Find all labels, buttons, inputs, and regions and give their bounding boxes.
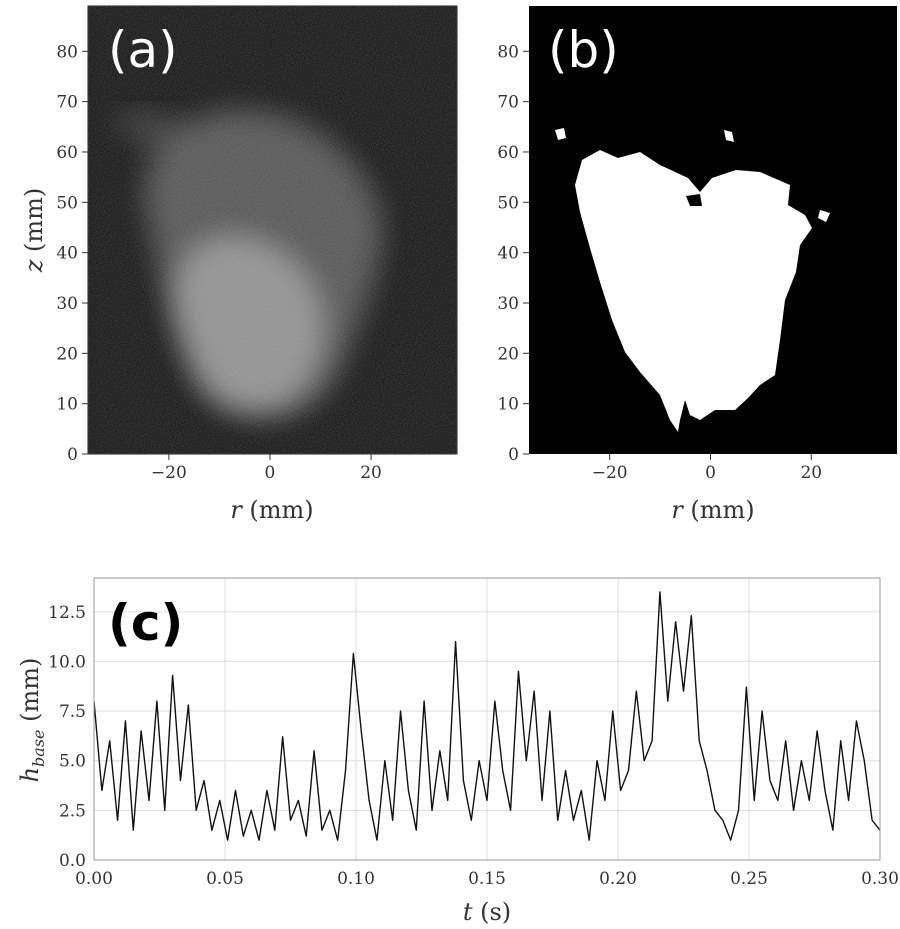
x-tick-label: 0.00 [75,869,113,889]
panel-b-xlabel-var: r [671,496,684,524]
panel-c-xlabel-var: t [463,898,473,926]
panel-b-label: (b) [548,21,619,79]
panel-a-label: (a) [108,21,178,79]
panel-a-xlabel-unit: (mm) [242,496,314,524]
y-tick-label: 30 [497,294,519,314]
mask-fragment-left [555,128,566,140]
image-grain [88,6,457,454]
mask-fragment-top [724,130,734,142]
panel-a-ylabel-unit: (mm) [20,188,48,260]
y-tick-label: 0 [508,445,519,465]
y-tick-label: 10 [56,395,78,415]
y-tick-label: 10.0 [48,652,86,672]
mask-fragment-right [818,210,830,222]
x-tick-label: 0 [705,463,716,483]
y-tick-label: 80 [56,42,78,62]
panel-c-xlabel-unit: (s) [472,898,511,926]
panel-a-xlabel-var: r [230,496,243,524]
y-tick-label: 60 [56,143,78,163]
y-tick-label: 2.5 [59,801,86,821]
y-tick-label: 50 [56,193,78,213]
y-tick-label: 5.0 [59,752,86,772]
panel-a-axes: −20 0 20 0 10 20 30 40 50 60 70 80 [56,42,382,483]
panel-a-xlabel: r (mm) [230,496,313,524]
x-tick-label: −20 [151,463,187,483]
y-tick-label: 30 [56,294,78,314]
x-tick-label: −20 [592,463,628,483]
y-tick-label: 60 [497,143,519,163]
panel-b: −20 0 20 0 10 20 30 40 50 60 70 80 (b) r (mm) [497,6,897,524]
y-tick-label: 80 [497,42,519,62]
panel-a-ylabel: z (mm) [20,188,48,274]
x-tick-label: 20 [800,463,822,483]
y-tick-label: 70 [497,93,519,113]
panel-c-ylabel-var: h [16,767,44,782]
x-tick-label: 0.20 [599,869,637,889]
panel-c-label: (c) [108,594,183,652]
panel-c-ylabel: hbase (mm) [16,658,48,783]
panel-c-axes: 0.00 0.05 0.10 0.15 0.20 0.25 0.30 0.0 2.5 5.0 7.5… [48,603,899,889]
y-tick-label: 12.5 [48,603,86,623]
panel-c-xlabel: t (s) [463,898,511,926]
y-tick-label: 0.0 [59,851,86,871]
hbase-series-line [94,591,880,841]
panel-b-xlabel: r (mm) [671,496,754,524]
y-tick-label: 7.5 [59,702,86,722]
panel-c: 0.00 0.05 0.10 0.15 0.20 0.25 0.30 0.0 2.5 5.0 7.5… [16,577,899,926]
panel-c-ylabel-unit: (mm) [16,658,44,730]
x-tick-label: 20 [360,463,382,483]
y-tick-label: 70 [56,93,78,113]
y-tick-label: 20 [56,344,78,364]
y-tick-label: 0 [67,445,78,465]
y-tick-label: 40 [56,244,78,264]
x-tick-label: 0.15 [468,869,506,889]
x-tick-label: 0.30 [861,869,899,889]
mask-hole [686,194,702,206]
y-tick-label: 10 [497,395,519,415]
x-tick-label: 0 [265,463,276,483]
panel-b-xlabel-unit: (mm) [683,496,755,524]
y-tick-label: 50 [497,193,519,213]
y-tick-label: 40 [497,244,519,264]
x-tick-label: 0.25 [730,869,768,889]
panel-c-ylabel-sub: base [29,729,48,766]
panel-b-axes: −20 0 20 0 10 20 30 40 50 60 70 80 [497,42,822,483]
flame-image [88,6,457,454]
panel-c-frame [93,577,881,861]
y-tick-label: 20 [497,344,519,364]
x-tick-label: 0.05 [206,869,244,889]
panel-a: −20 0 20 0 10 20 30 40 50 60 70 80 (a) r (mm) z (mm… [20,5,458,524]
x-tick-label: 0.10 [337,869,375,889]
mask-blob [575,150,812,432]
panel-a-ylabel-var: z [20,259,48,273]
